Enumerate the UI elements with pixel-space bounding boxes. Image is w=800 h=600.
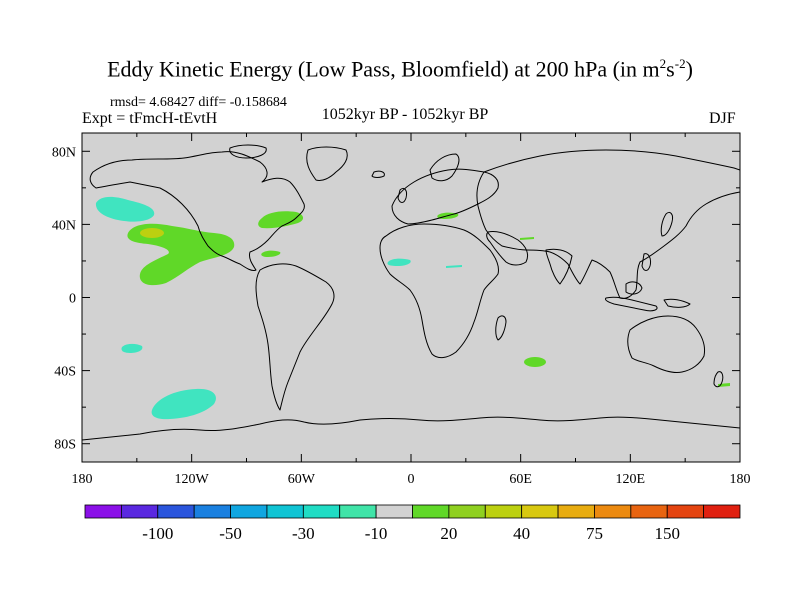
experiment-label: Expt = tFmcH-tEvtH: [82, 110, 218, 127]
y-tick-label: 0: [69, 292, 76, 307]
x-tick-label: 0: [408, 472, 415, 487]
plot-title: Eddy Kinetic Energy (Low Pass, Bloomfiel…: [107, 56, 693, 82]
x-axis-labels: 180 120W 60W 0 60E 120E 180: [72, 472, 751, 487]
iceland-outline: [371, 170, 385, 178]
period-label: 1052kyr BP - 1052kyr BP: [321, 106, 489, 123]
sahara-negative: [387, 258, 411, 266]
colorbar-swatch: [412, 504, 450, 519]
colorbar-swatch: [448, 504, 486, 519]
colorbar-swatch: [630, 504, 668, 519]
japan-outline: [660, 211, 673, 237]
new-guinea-outline: [663, 298, 691, 308]
east-pacific-positive: [127, 223, 235, 286]
colorbar-level-label: 75: [586, 524, 603, 543]
colorbar-level-label: -50: [219, 524, 242, 543]
arctic-islands-outline: [229, 144, 267, 159]
colorbar-swatch: [157, 504, 195, 519]
colorbar-swatch: [484, 504, 523, 519]
africa-outline: [379, 223, 499, 359]
x-tick-label: 60E: [509, 472, 532, 487]
y-tick-label: 40S: [54, 365, 76, 380]
colorbar-swatch: [703, 504, 741, 519]
south-pacific-negative: [151, 388, 216, 420]
indonesia-outline: [605, 296, 658, 312]
colorbar-labels: -100 -50 -30 -10 20 40 75 150: [142, 524, 680, 543]
australia-outline: [627, 315, 705, 373]
colorbar-swatch: [666, 504, 705, 519]
axis-ticks: [81, 133, 741, 462]
north-atlantic-positive: [258, 211, 304, 229]
colorbar-swatch: [375, 504, 413, 519]
colorbar-swatch: [521, 504, 559, 519]
rmsd-diff-label: rmsd= 4.68427 diff= -0.158684: [110, 95, 287, 110]
colorbar-swatch: [266, 504, 304, 519]
y-axis-labels: 80N 40N 0 40S 80S: [52, 145, 76, 452]
x-tick-label: 180: [72, 472, 93, 487]
arabia-outline: [486, 231, 529, 266]
south-indian-positive: [524, 357, 546, 367]
colorbar-swatch: [594, 504, 632, 519]
coastlines: [82, 144, 740, 441]
colorbar: [84, 504, 741, 519]
colorbar-level-label: 40: [513, 524, 530, 543]
season-label: DJF: [709, 110, 736, 127]
x-tick-label: 60W: [288, 472, 316, 487]
colorbar-level-label: -100: [142, 524, 173, 543]
colorbar-swatch: [120, 504, 159, 519]
x-tick-label: 180: [730, 472, 751, 487]
colorbar-level-label: 150: [654, 524, 680, 543]
colorbar-swatch: [230, 504, 268, 519]
greenland-outline: [306, 146, 348, 181]
scandinavia-outline: [429, 153, 460, 182]
europe-outline: [391, 168, 499, 225]
madagascar-outline: [495, 315, 507, 341]
x-tick-label: 120W: [175, 472, 210, 487]
philippines-outline: [641, 253, 651, 271]
colorbar-swatch: [339, 504, 377, 519]
x-tick-label: 120E: [616, 472, 646, 487]
colorbar-swatch: [193, 504, 231, 519]
y-tick-label: 40N: [52, 218, 76, 233]
north-pacific-negative: [95, 196, 155, 222]
southeast-pacific-negative: [121, 343, 143, 353]
south-america-outline: [255, 263, 335, 411]
colorbar-level-label: -10: [365, 524, 388, 543]
borneo-outline: [625, 281, 643, 295]
colorbar-swatch: [84, 504, 122, 519]
british-isles-outline: [397, 187, 407, 203]
colorbar-swatch: [557, 504, 595, 519]
sahel-negative: [446, 265, 462, 268]
y-tick-label: 80N: [52, 145, 76, 160]
colorbar-swatch: [302, 504, 341, 519]
india-outline: [545, 248, 573, 285]
arabian-positive: [520, 237, 534, 240]
antarctica-outline: [82, 416, 740, 441]
new-zealand-outline: [713, 371, 724, 388]
north-america-outline: [89, 151, 305, 271]
colorbar-level-label: 20: [440, 524, 457, 543]
caribbean-positive: [261, 250, 281, 257]
colorbar-level-label: -30: [292, 524, 315, 543]
east-pacific-core: [140, 228, 164, 238]
y-tick-label: 80S: [54, 438, 76, 453]
